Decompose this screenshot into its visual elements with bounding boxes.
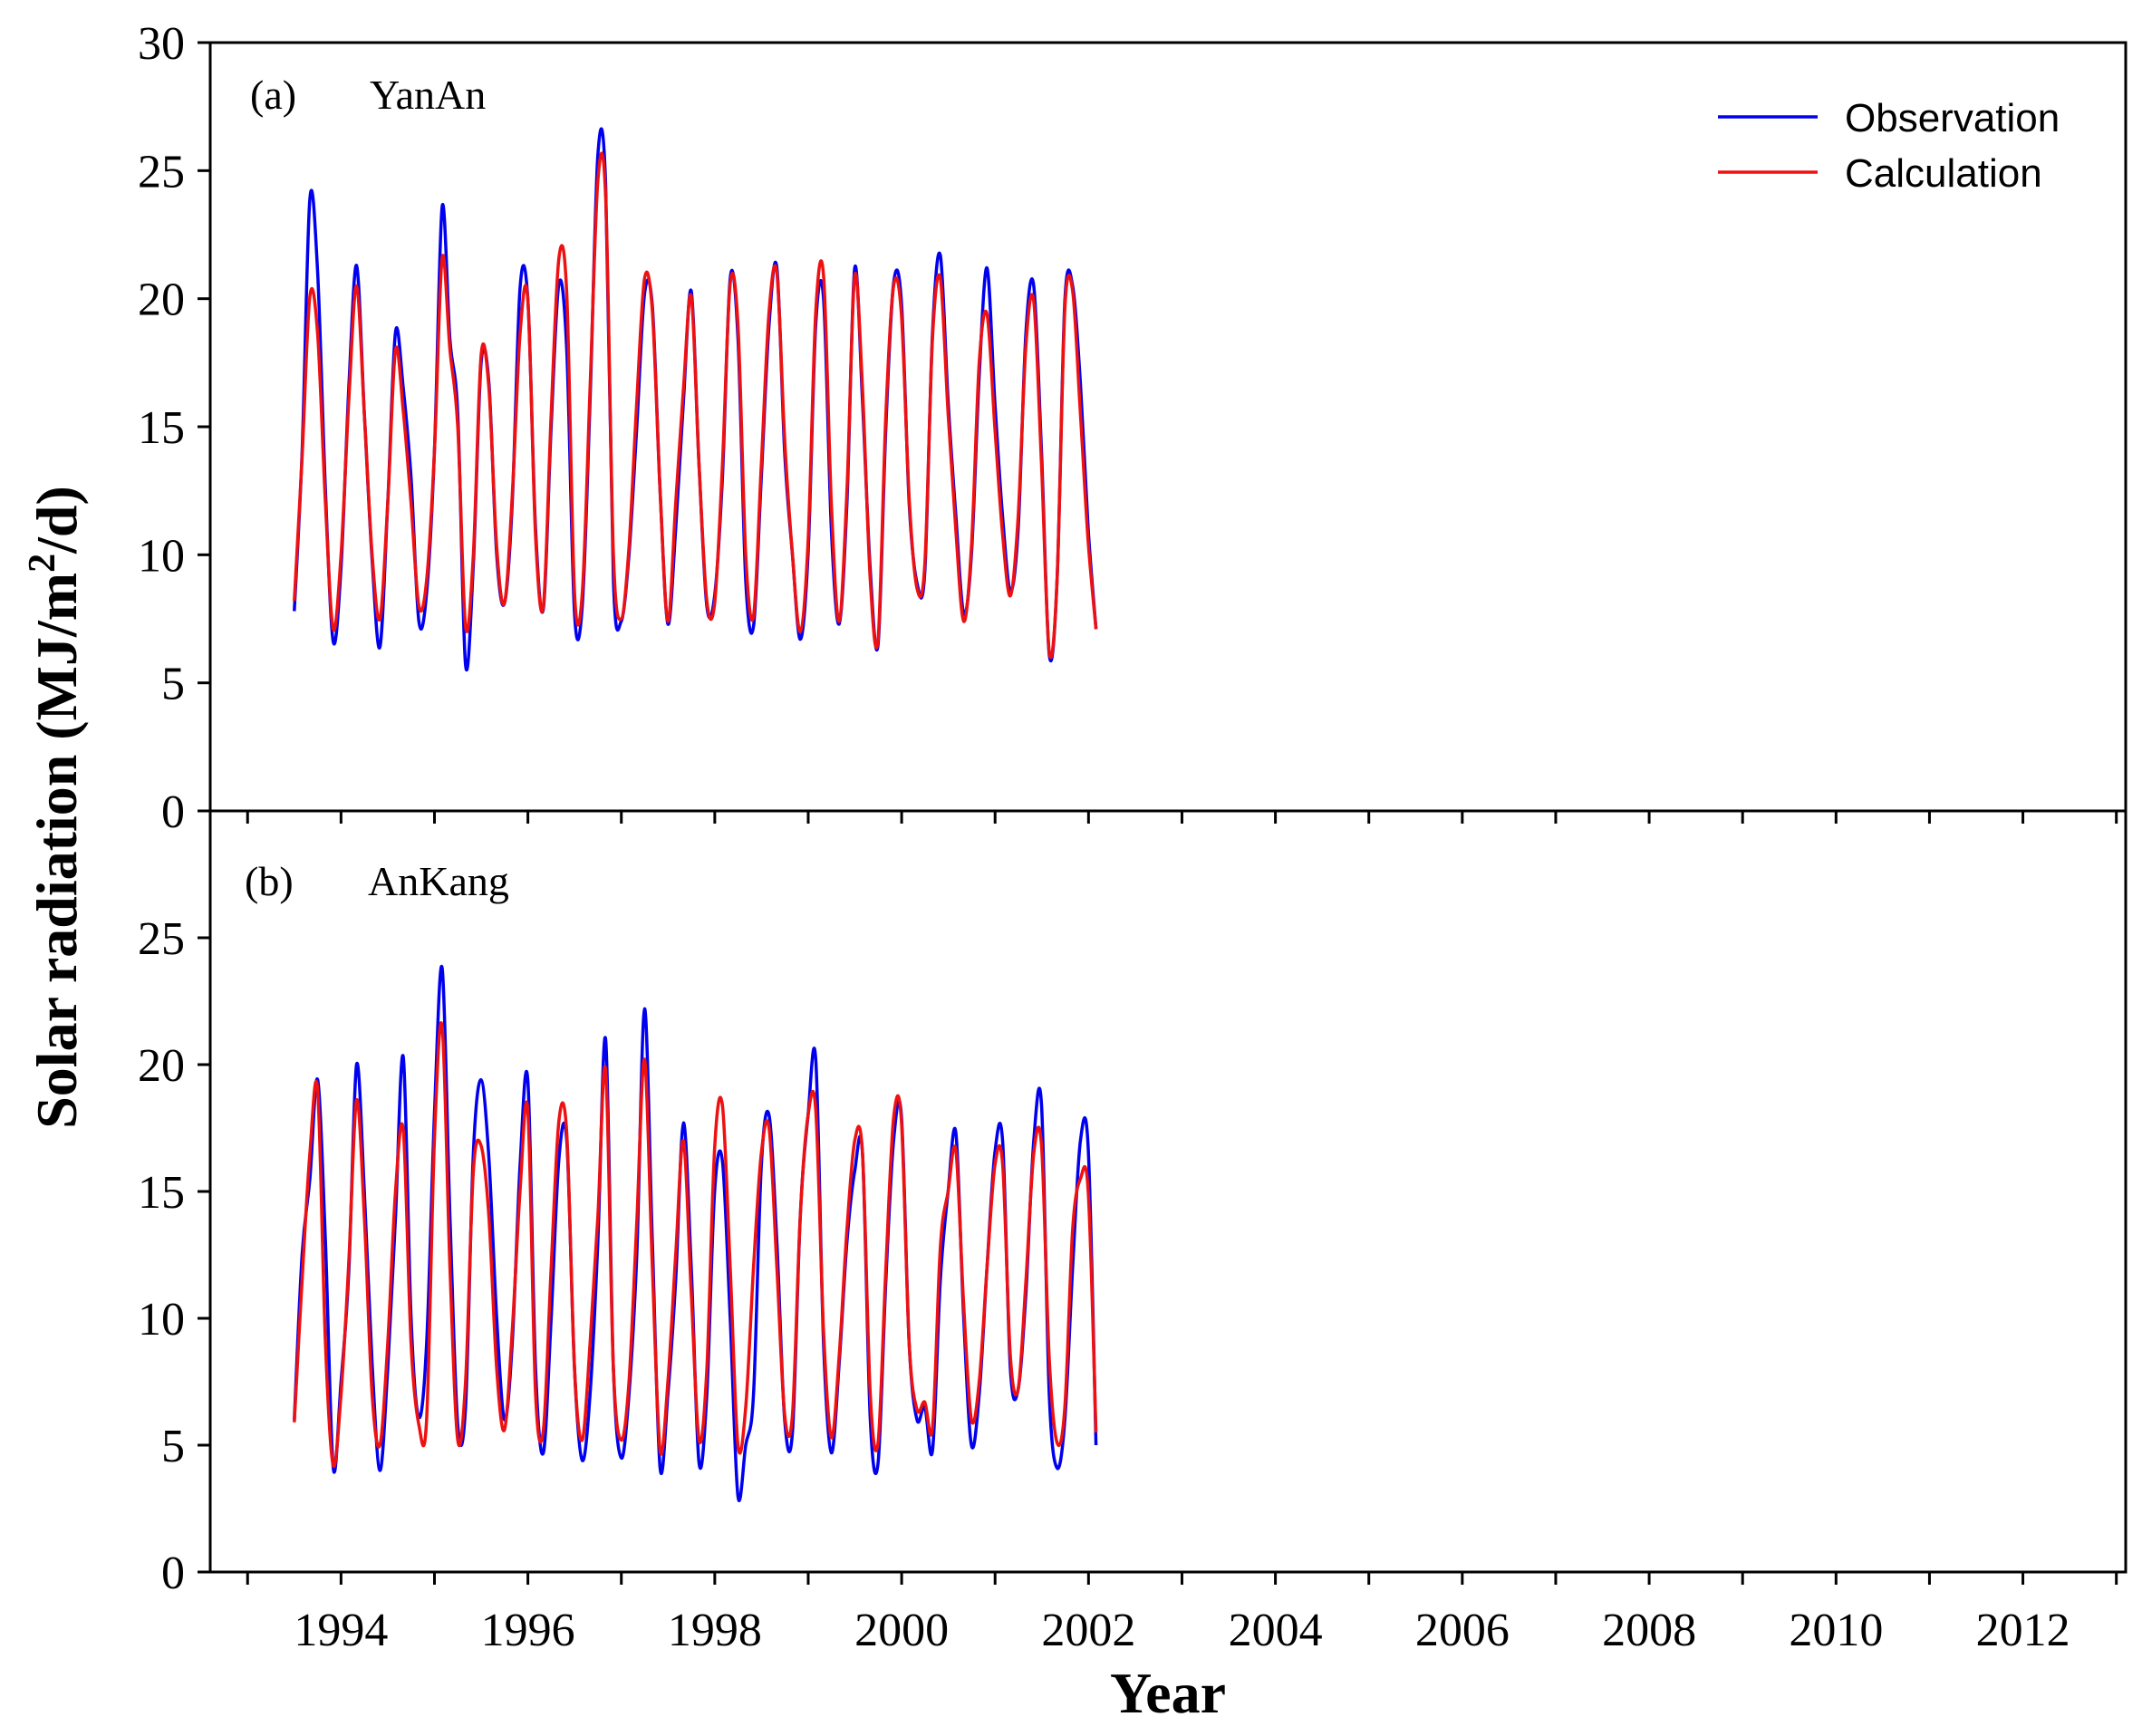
x-tick-label: 1998 bbox=[668, 1605, 762, 1656]
x-tick-label: 2000 bbox=[854, 1605, 949, 1656]
panel-a-y-tick-label: 0 bbox=[161, 786, 185, 838]
panel-b-y-tick-label: 5 bbox=[161, 1421, 185, 1472]
x-tick-label: 2008 bbox=[1602, 1605, 1696, 1656]
x-tick-label: 2002 bbox=[1041, 1605, 1135, 1656]
panel-a-y-tick-label: 20 bbox=[138, 275, 185, 326]
panel-a-y-tick-label: 15 bbox=[138, 402, 185, 454]
x-tick-label: 1996 bbox=[481, 1605, 575, 1656]
x-tick-label: 1994 bbox=[294, 1605, 388, 1656]
x-axis: 1994 1996 1998 2000 2002 2004 2006 2008 2010 2012 bbox=[246, 811, 2118, 1656]
panel-b-label: (b) bbox=[245, 858, 294, 904]
panel-b-station: AnKang bbox=[368, 858, 509, 904]
panel-a-series bbox=[293, 127, 1098, 672]
y-axis-title-tail: /d) bbox=[24, 486, 89, 555]
x-tick-label: 2004 bbox=[1229, 1605, 1323, 1656]
panel-a-frame bbox=[208, 41, 2128, 813]
panel-a-y-tick-label: 5 bbox=[161, 659, 185, 710]
panel-a-label: (a) bbox=[250, 72, 296, 118]
panel-a-y-tick-label: 25 bbox=[138, 146, 185, 198]
x-tick-label: 2012 bbox=[1976, 1605, 2070, 1656]
legend: Observation Calculation bbox=[1718, 96, 2060, 196]
panel-b-y-tick-label: 20 bbox=[138, 1040, 185, 1092]
panel-b-y-tick-label: 25 bbox=[138, 913, 185, 965]
legend-observation-label: Observation bbox=[1845, 96, 2060, 140]
panel-b-y-tick-label: 0 bbox=[161, 1548, 185, 1599]
panel-a-calculation-line bbox=[293, 151, 1098, 660]
panel-a-y-tick-label: 10 bbox=[138, 530, 185, 582]
y-axis-title-main: Solar radiation (MJ/m bbox=[24, 573, 89, 1129]
y-axis-title-sup: 2 bbox=[22, 554, 63, 573]
panel-b-frame bbox=[208, 809, 2128, 1574]
panel-b-calculation-line bbox=[293, 1021, 1098, 1469]
x-tick-label: 2006 bbox=[1415, 1605, 1510, 1656]
x-axis-title: Year bbox=[1110, 1661, 1226, 1725]
y-axis-title: Solar radiation (MJ/m2/d) bbox=[22, 486, 89, 1129]
panel-b-y-tick-label: 10 bbox=[138, 1294, 185, 1345]
x-tick-label: 2010 bbox=[1789, 1605, 1883, 1656]
panel-a-y-axis: 0 5 10 15 20 25 30 bbox=[138, 18, 210, 838]
panel-a-station: YanAn bbox=[370, 72, 486, 118]
panel-b-y-axis: 0 5 10 15 20 25 bbox=[138, 913, 210, 1599]
panel-b-y-tick-label: 15 bbox=[138, 1167, 185, 1219]
panel-b-series bbox=[293, 964, 1098, 1502]
panel-b-observation-line bbox=[293, 964, 1098, 1502]
panel-a-y-tick-label: 30 bbox=[138, 18, 185, 70]
legend-calculation-label: Calculation bbox=[1845, 151, 2042, 196]
